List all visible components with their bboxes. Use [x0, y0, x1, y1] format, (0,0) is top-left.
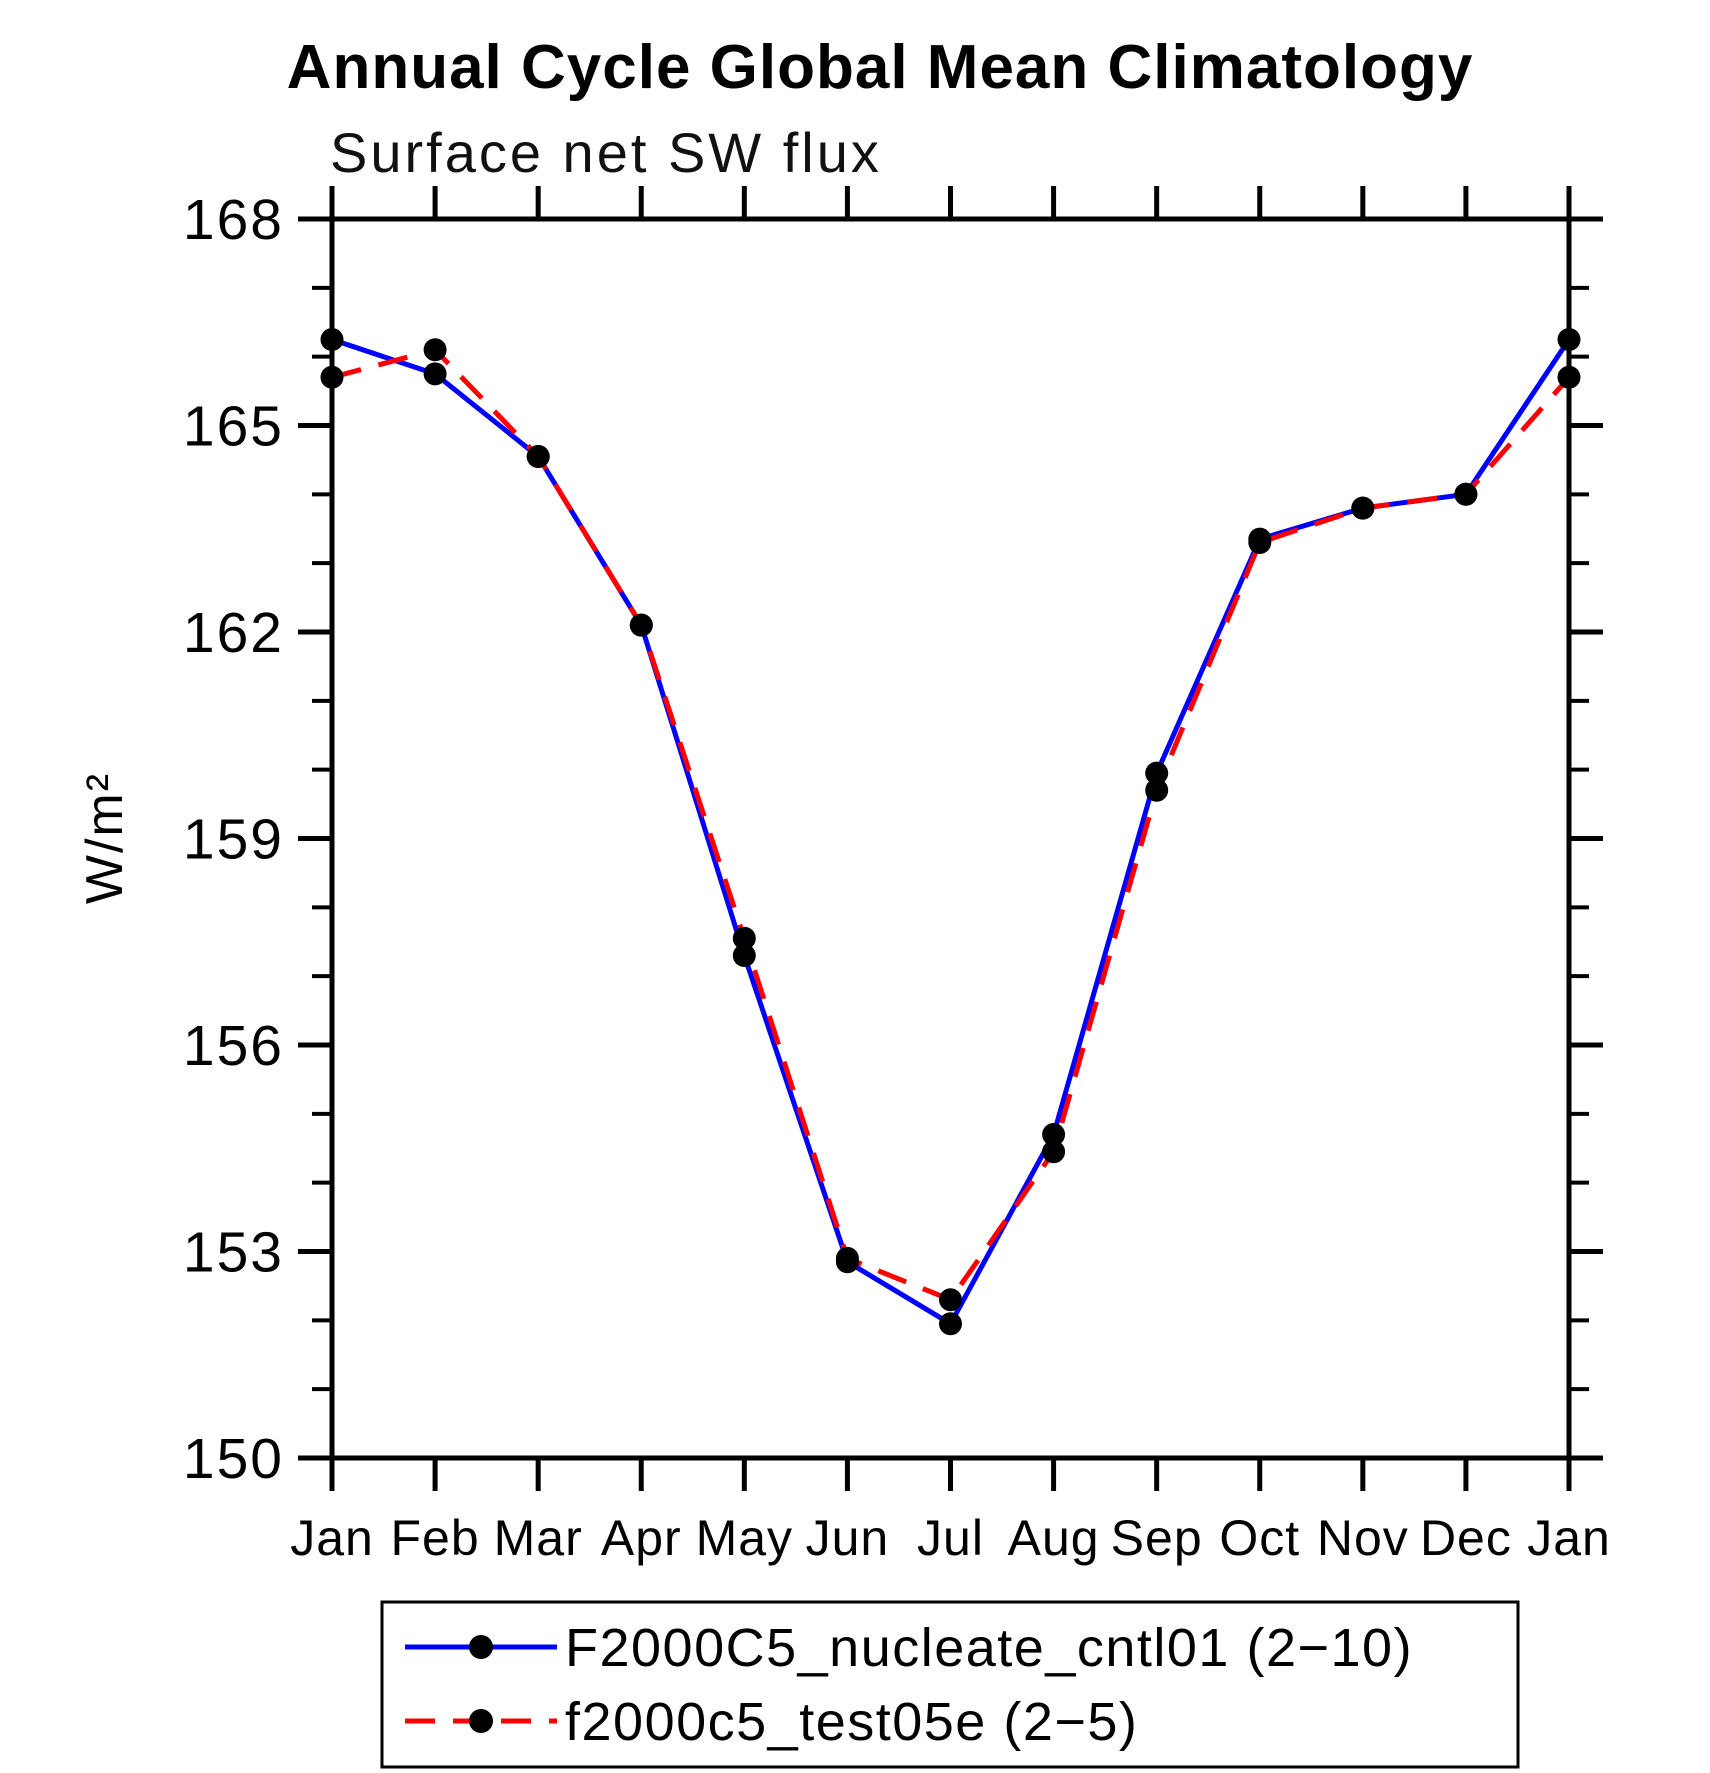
data-point-s0 [320, 328, 344, 351]
y-tick-label: 159 [183, 808, 284, 872]
y-tick-label: 156 [183, 1014, 284, 1078]
chart-subtitle: Surface net SW flux [330, 121, 882, 184]
x-tick-label: Jan [290, 1510, 374, 1566]
data-point-s0 [1145, 761, 1169, 785]
y-tick-label: 162 [183, 601, 284, 665]
data-point-s1 [1145, 778, 1169, 802]
axis-tick-labels: Jan Feb Mar Apr May Jun Jul Aug Sep Oct Nov Dec Jan1… [183, 188, 1611, 1566]
legend-box [380, 1600, 1520, 1769]
axes [298, 186, 1603, 1491]
x-tick-label: Jun [806, 1510, 890, 1566]
legend-entry-label-0: F2000C5_nucleate_cntl01 (2−10) [565, 1618, 1413, 1678]
data-point-s0 [1557, 328, 1581, 351]
data-point-s1 [732, 926, 756, 950]
data-point-s0 [939, 1312, 962, 1336]
x-tick-label: Dec [1420, 1510, 1512, 1566]
x-tick-label: Nov [1317, 1510, 1409, 1566]
data-point-s1 [1042, 1140, 1066, 1164]
y-tick-label: 150 [183, 1427, 284, 1491]
x-tick-label: Jul [917, 1510, 984, 1566]
x-tick-label: Mar [494, 1510, 583, 1566]
data-point-s1 [526, 445, 550, 468]
data-point-s1 [1454, 482, 1478, 506]
data-point-s1 [1351, 496, 1375, 520]
data-point-s0 [423, 362, 447, 386]
y-axis-label: W/m² [76, 772, 134, 904]
data-point-s0 [1042, 1123, 1066, 1146]
data-point-s0 [732, 944, 756, 967]
x-tick-label: Apr [601, 1510, 682, 1566]
x-tick-label: May [696, 1510, 793, 1566]
data-point-s1 [1557, 365, 1581, 389]
legend-sample-marker-1 [469, 1709, 493, 1733]
x-tick-label: Feb [390, 1510, 479, 1566]
legend-entry-label-1: f2000c5_test05e (2−5) [565, 1692, 1138, 1752]
chart-title: Annual Cycle Global Mean Climatology [287, 33, 1474, 102]
legend: F2000C5_nucleate_cntl01 (2−10) f2000c5_te… [380, 1600, 1520, 1769]
x-tick-label: Aug [1008, 1510, 1100, 1566]
x-tick-label: Oct [1219, 1510, 1300, 1566]
legend-sample-marker-0 [469, 1635, 493, 1659]
data-point-s1 [423, 338, 447, 362]
x-tick-label: Sep [1111, 1510, 1203, 1566]
series-line-0 [331, 337, 1572, 1327]
y-tick-label: 153 [183, 1221, 284, 1285]
data-point-s1 [320, 365, 344, 389]
series-line-1 [331, 347, 1571, 1303]
y-tick-label: 165 [183, 395, 284, 459]
data-point-s1 [835, 1246, 859, 1270]
data-point-s1 [1248, 531, 1272, 554]
data-point-markers [320, 328, 1581, 1336]
series-lines [331, 337, 1572, 1327]
x-tick-label: Jan [1527, 1510, 1611, 1566]
plot-frame [329, 216, 1572, 1461]
data-point-s1 [629, 613, 653, 637]
data-point-s1 [939, 1288, 962, 1312]
y-tick-label: 168 [183, 188, 284, 252]
